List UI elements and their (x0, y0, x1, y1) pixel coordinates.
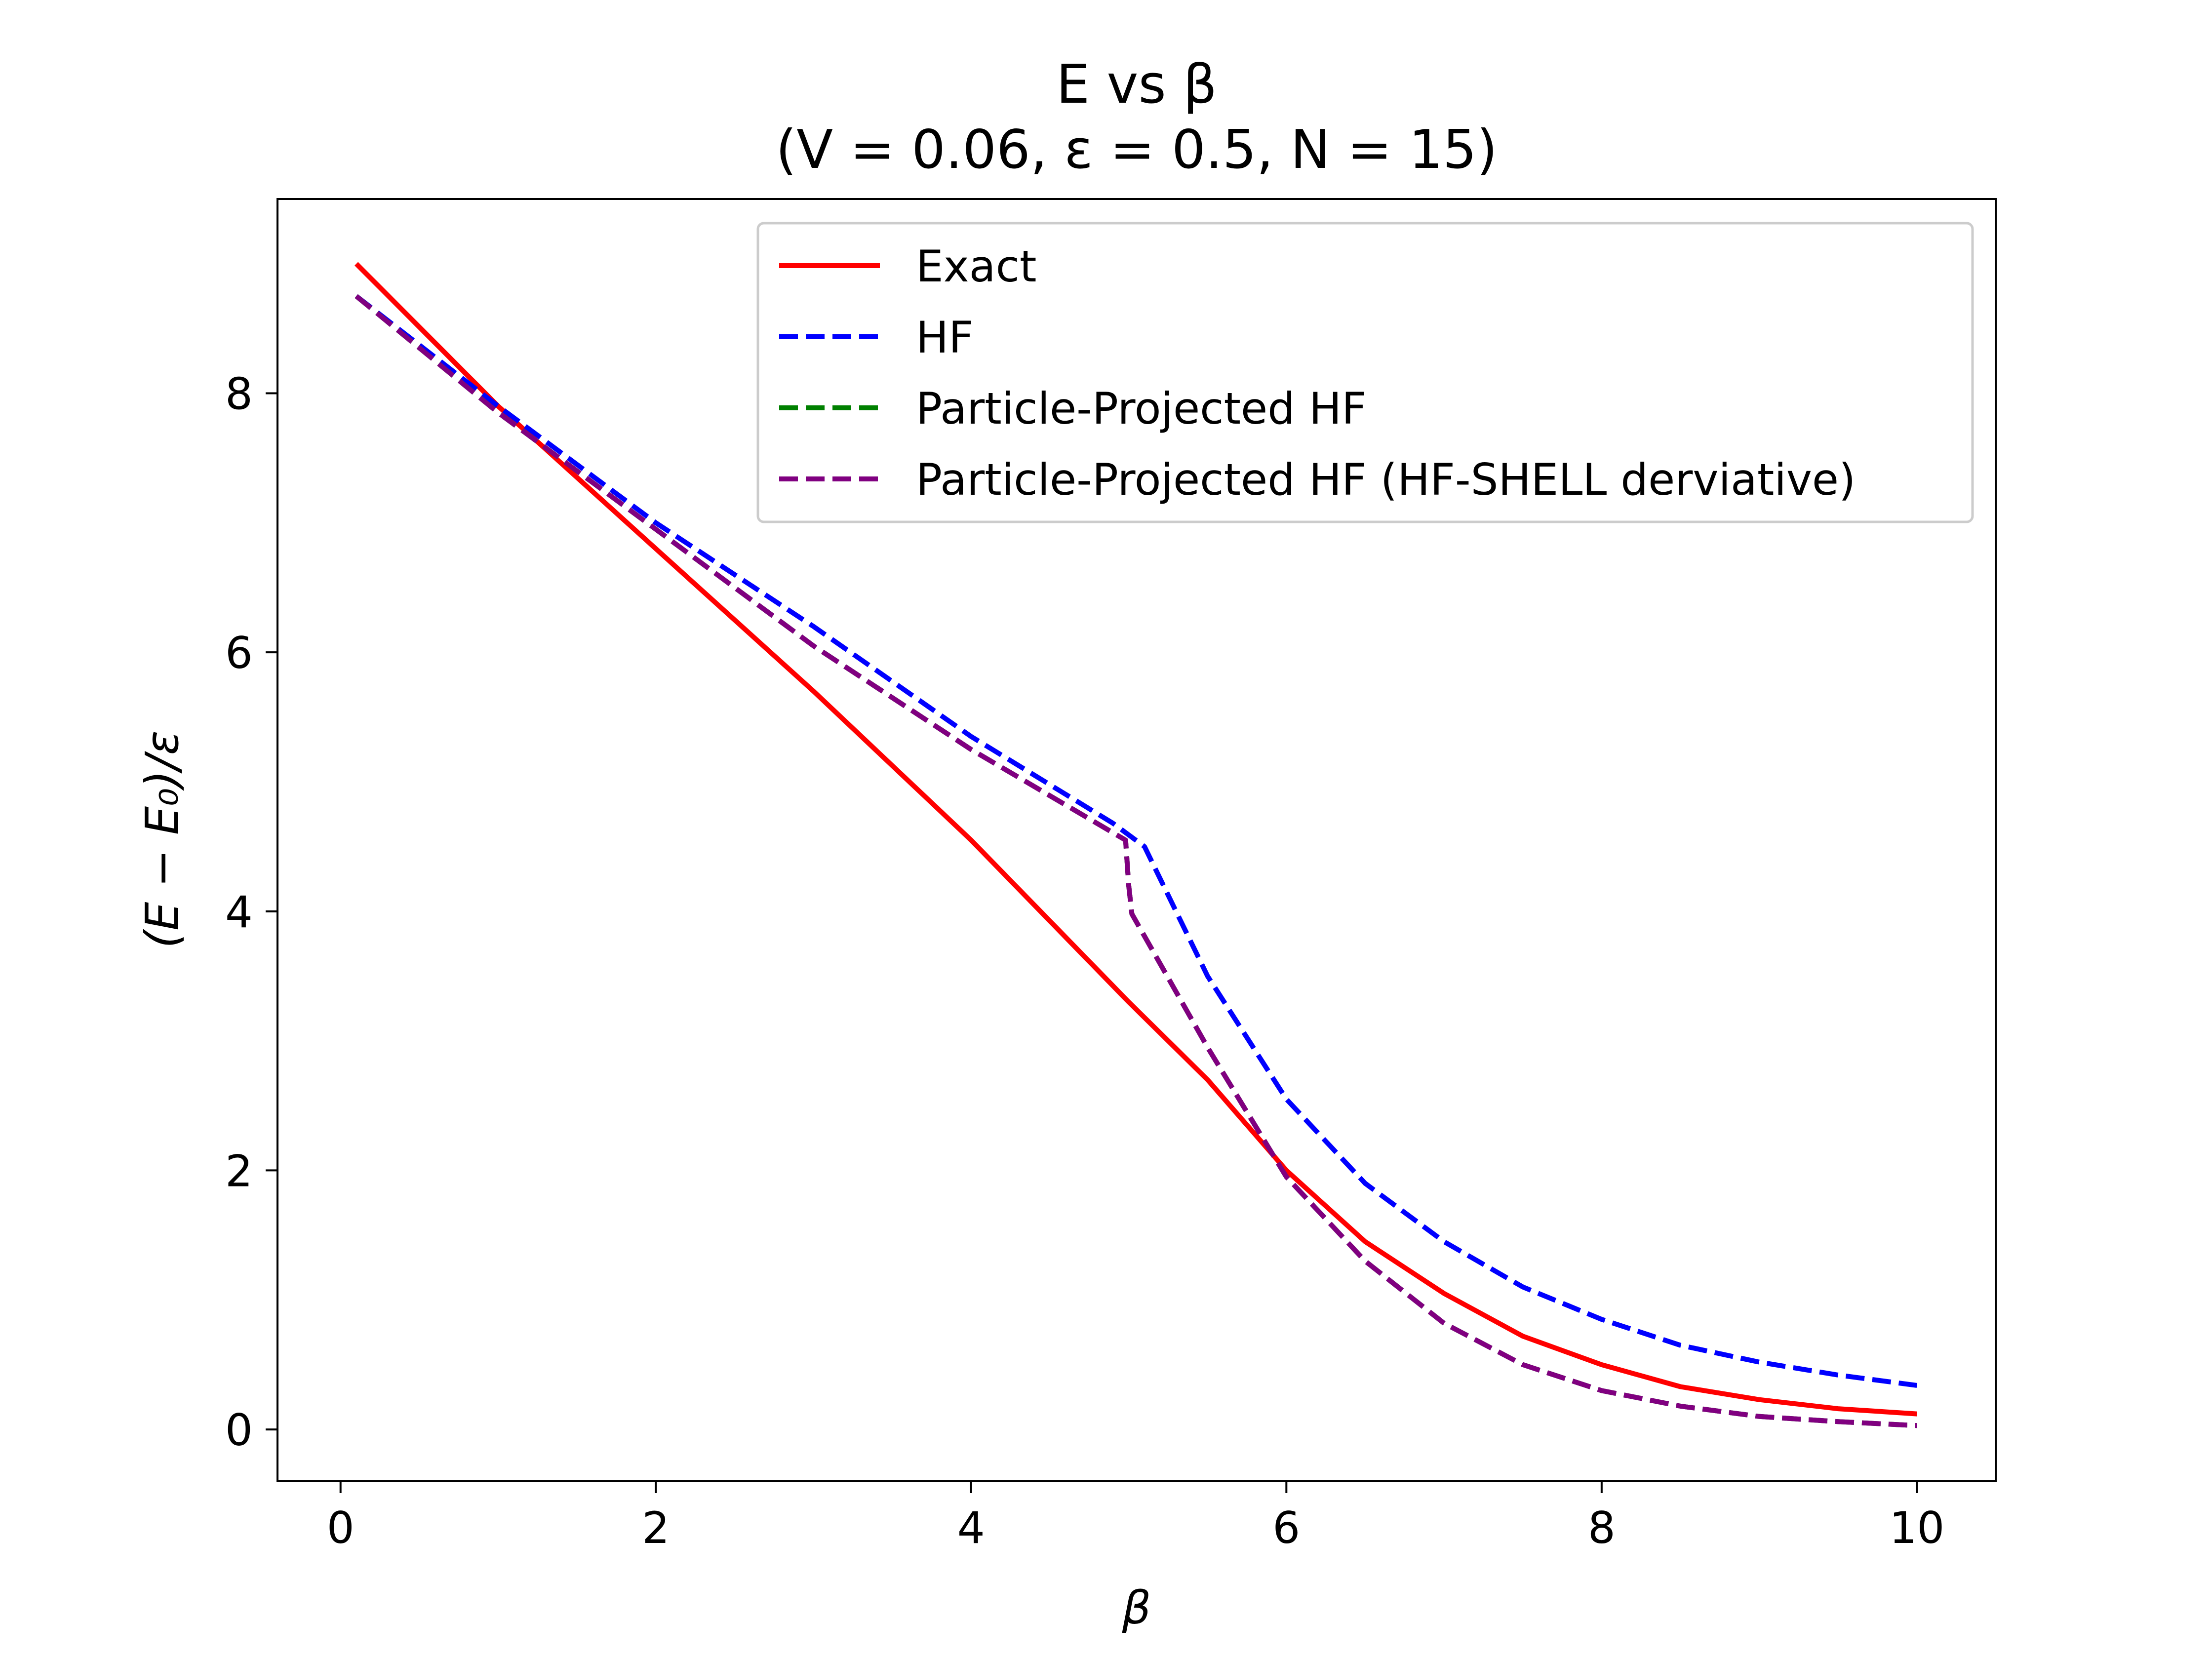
legend-label: Exact (916, 241, 1037, 292)
legend-box (756, 222, 1974, 523)
y-tick-label: 0 (225, 1405, 253, 1456)
y-tick-label: 2 (225, 1146, 253, 1196)
x-tick-label: 10 (1889, 1502, 1944, 1553)
legend-label: Particle-Projected HF (916, 383, 1367, 434)
y-tick-label: 6 (225, 628, 253, 678)
plot-frame (276, 198, 1997, 1482)
x-tick-label: 0 (327, 1502, 355, 1553)
legend: Exact HF Particle-Projected HF Particle-Pro… (756, 222, 1974, 523)
x-tick-label: 2 (642, 1502, 670, 1553)
series-line-2 (355, 294, 1918, 1388)
x-axis-label: β (1122, 1581, 1151, 1634)
chart-title-line2: (V = 0.06, ε = 0.5, N = 15) (776, 119, 1498, 181)
x-tick-label: 8 (1588, 1502, 1616, 1553)
series-line-1 (355, 262, 1917, 1417)
x-axis: 0 2 4 6 8 10 (327, 1481, 1944, 1553)
legend-label: Particle-Projected HF (HF-SHELL derviati… (916, 454, 1856, 505)
x-tick-label: 4 (957, 1502, 985, 1553)
y-tick-label: 4 (225, 887, 253, 938)
plot-area (355, 262, 1918, 1428)
y-axis-label: (E − E₀)/ε (136, 730, 189, 948)
x-tick-label: 6 (1272, 1502, 1300, 1553)
chart-title-line1: E vs β (1056, 54, 1217, 116)
legend-label: HF (916, 312, 974, 363)
y-tick-label: 8 (225, 368, 253, 419)
y-axis: 0 2 4 6 8 (225, 368, 277, 1456)
series-line-4 (355, 294, 1917, 1428)
